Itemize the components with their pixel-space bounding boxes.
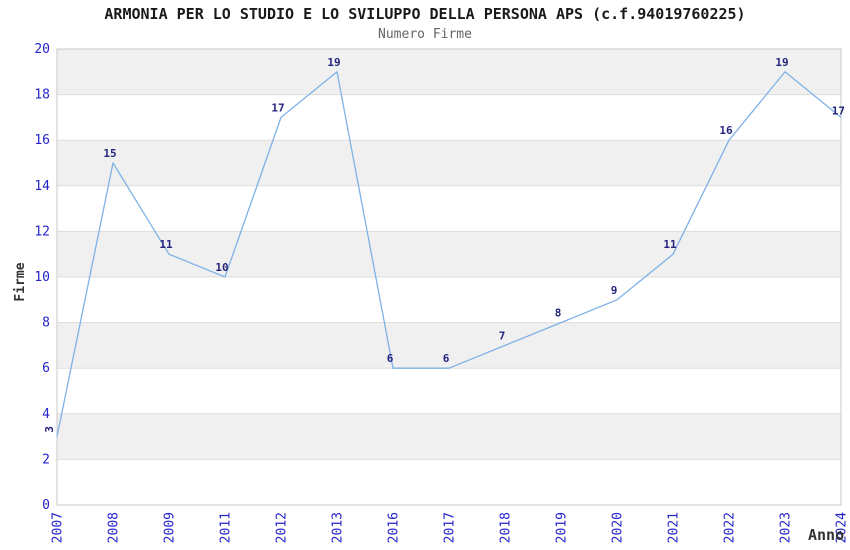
x-tick-label: 2009 <box>163 512 178 543</box>
x-tick-label: 2021 <box>667 512 682 543</box>
x-tick-label: 2013 <box>331 512 346 543</box>
chart-title: ARMONIA PER LO STUDIO E LO SVILUPPO DELL… <box>104 5 746 23</box>
x-tick-label: 2007 <box>51 512 66 543</box>
band-stripe <box>57 140 841 186</box>
y-tick-label: 18 <box>34 88 50 103</box>
y-tick-labels: 0 2 4 6 8 10 12 14 16 18 20 <box>34 42 50 513</box>
y-tick-label: 14 <box>34 179 50 194</box>
point-label: 11 <box>159 238 173 251</box>
point-label: 6 <box>387 352 394 365</box>
y-tick-label: 10 <box>34 270 50 285</box>
chart-subtitle: Numero Firme <box>378 27 472 42</box>
point-label: 19 <box>327 56 340 69</box>
point-label: 11 <box>663 238 677 251</box>
x-tick-label: 2011 <box>219 512 234 543</box>
x-tick-label: 2018 <box>499 512 514 543</box>
x-tick-label: 2012 <box>275 512 290 543</box>
y-tick-label: 8 <box>42 316 50 331</box>
x-tick-label: 2022 <box>723 512 738 543</box>
band-stripe <box>57 322 841 369</box>
point-labels: 3 15 11 10 17 19 6 6 7 8 9 11 16 19 17 <box>43 56 845 433</box>
y-tick-label: 20 <box>34 42 50 57</box>
x-tick-label: 2017 <box>443 512 458 543</box>
band-stripe <box>57 231 841 277</box>
y-axis-title: Firme <box>13 262 28 301</box>
band-stripe <box>57 49 841 95</box>
x-tick-label: 2024 <box>835 512 850 543</box>
plot-border <box>56 48 842 506</box>
point-label: 15 <box>103 147 116 160</box>
point-label: 16 <box>719 124 733 137</box>
point-label: 3 <box>43 426 56 433</box>
band-stripe <box>57 413 841 460</box>
point-label: 17 <box>832 104 845 117</box>
point-label: 6 <box>443 352 450 365</box>
point-label: 10 <box>215 261 228 274</box>
x-axis-title: Anno <box>808 526 844 544</box>
y-tick-label: 16 <box>34 133 50 148</box>
y-tick-label: 6 <box>42 361 50 376</box>
series-line <box>56 71 842 437</box>
y-tick-label: 12 <box>34 224 50 239</box>
x-tick-labels: 2007 2008 2009 2011 2012 2013 2016 2017 2018 2019… <box>51 512 850 543</box>
y-tick-label: 2 <box>42 452 50 467</box>
point-label: 7 <box>499 329 506 342</box>
x-tick-label: 2016 <box>387 512 402 543</box>
y-tick-label: 4 <box>42 407 50 422</box>
point-label: 17 <box>271 101 284 114</box>
x-tick-label: 2008 <box>107 512 122 543</box>
y-tick-label: 0 <box>42 498 50 513</box>
x-tick-label: 2019 <box>555 512 570 543</box>
x-tick-label: 2020 <box>611 512 626 543</box>
x-tick-label: 2023 <box>779 512 794 543</box>
band-stripes <box>57 49 841 460</box>
point-label: 9 <box>611 284 618 297</box>
point-label: 8 <box>555 307 562 320</box>
point-label: 19 <box>775 56 788 69</box>
